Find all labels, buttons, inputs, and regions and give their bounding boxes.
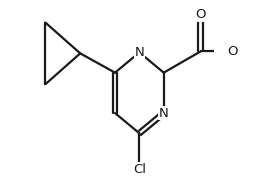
Text: O: O — [227, 45, 238, 58]
Text: O: O — [195, 8, 206, 21]
Text: Cl: Cl — [133, 163, 146, 176]
Text: N: N — [134, 46, 144, 59]
Text: N: N — [159, 107, 169, 120]
